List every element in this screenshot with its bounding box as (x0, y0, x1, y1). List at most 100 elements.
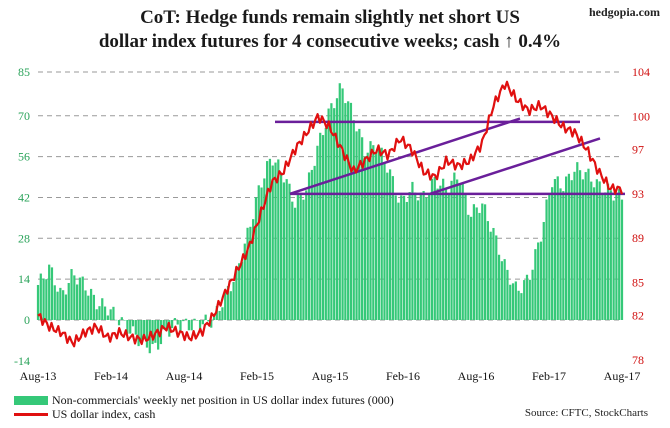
position-bar (84, 290, 87, 320)
position-bar (361, 137, 364, 320)
position-bar (204, 314, 207, 320)
position-bar (433, 176, 436, 320)
position-bar (464, 194, 467, 320)
position-bar (523, 280, 526, 320)
position-bar (173, 318, 177, 320)
position-bar (347, 101, 350, 320)
position-bar (266, 161, 269, 320)
position-bar (447, 193, 450, 320)
position-bar (70, 269, 73, 320)
right-axis-tick: 78 (632, 353, 644, 367)
position-bar (497, 254, 501, 320)
position-bar (305, 190, 308, 320)
position-bar (316, 145, 319, 320)
position-bar (134, 320, 137, 335)
position-bar (590, 181, 593, 320)
left-axis-tick: -14 (14, 354, 30, 368)
position-bar (408, 192, 411, 320)
position-bar (327, 108, 330, 320)
position-bar (115, 319, 118, 321)
position-bar (78, 277, 82, 320)
position-bar (162, 320, 165, 330)
position-bar (321, 135, 325, 320)
position-bar (612, 200, 615, 320)
position-bar (101, 298, 104, 320)
position-bar (62, 290, 65, 320)
right-axis-tick: 93 (632, 187, 644, 201)
title-line-1: CoT: Hedge funds remain slightly net sho… (140, 7, 520, 28)
position-bar (609, 190, 612, 320)
x-axis-label: Feb-15 (240, 369, 274, 383)
position-bar (207, 320, 210, 322)
position-bar (492, 227, 495, 320)
x-axis-label: Feb-16 (386, 369, 420, 383)
position-bar (458, 184, 462, 320)
position-bar (260, 187, 263, 320)
position-bar (486, 221, 489, 320)
position-bar (56, 291, 59, 320)
left-axis-tick: 14 (18, 272, 30, 286)
position-bar (570, 180, 573, 320)
position-bar (92, 294, 95, 320)
position-bar (285, 179, 288, 320)
position-bar (67, 283, 70, 320)
position-bar (182, 320, 185, 322)
position-bar (475, 207, 478, 320)
position-bar (106, 315, 109, 320)
position-bar (428, 193, 431, 320)
position-bar (402, 195, 406, 320)
position-bar (556, 176, 559, 320)
position-bar (268, 158, 272, 320)
position-bar (271, 165, 274, 320)
position-bar (481, 203, 484, 320)
position-bar (229, 291, 232, 320)
position-bar (509, 284, 512, 320)
position-bar (109, 309, 112, 320)
position-bar (296, 193, 299, 320)
position-bar (226, 286, 230, 320)
position-bar (472, 204, 476, 320)
position-bar (425, 197, 428, 320)
position-bar (394, 195, 397, 320)
position-bar (42, 278, 45, 320)
x-axis-label: Aug-13 (20, 369, 57, 383)
position-bar (64, 294, 68, 320)
position-bar (503, 259, 506, 320)
position-bar (542, 221, 545, 320)
position-bar (324, 127, 327, 320)
position-bar (218, 310, 221, 320)
position-bar (405, 201, 408, 320)
position-bar (436, 188, 439, 320)
chart-title: CoT: Hedge funds remain slightly net sho… (60, 6, 600, 54)
position-bar (307, 172, 311, 320)
legend-item-line: US dollar index, cash (14, 407, 394, 421)
right-axis-tick: 85 (632, 275, 644, 289)
position-bar (196, 320, 199, 321)
position-bar (45, 279, 48, 320)
position-bar (422, 190, 425, 320)
position-bar (511, 283, 515, 320)
position-bar (461, 183, 464, 320)
position-bar (341, 88, 344, 320)
left-axis-tick: 0 (24, 313, 30, 327)
position-bar (299, 193, 302, 320)
position-bar (444, 188, 448, 320)
position-bar (584, 172, 587, 320)
position-bar (137, 320, 140, 347)
right-axis-tick: 104 (632, 65, 650, 79)
position-bar (151, 320, 154, 345)
position-bar (355, 131, 358, 320)
position-bar (576, 162, 579, 320)
position-bar (531, 269, 534, 320)
position-bar (419, 192, 422, 320)
position-bar (249, 226, 252, 320)
position-bar (95, 309, 98, 320)
position-bar (330, 103, 333, 320)
position-bar (310, 169, 313, 320)
position-bar (598, 181, 601, 320)
legend-label-bars: Non-commercials' weekly net position in … (52, 393, 394, 407)
position-bar (190, 320, 193, 331)
right-axis-tick: 100 (632, 109, 650, 123)
x-axis-label: Feb-14 (94, 369, 128, 383)
position-bar (548, 193, 551, 320)
